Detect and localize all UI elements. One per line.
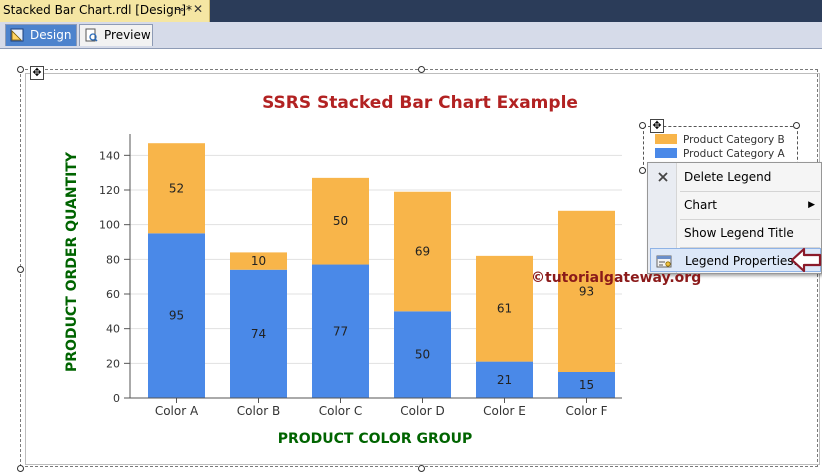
data-label: 52 [169, 181, 184, 195]
y-tick-label: 40 [106, 323, 120, 336]
bar-segment [476, 255, 533, 362]
tab-design[interactable]: Design [5, 24, 77, 46]
bar-segment [148, 143, 205, 234]
document-tab-title: Stacked Bar Chart.rdl [Design]* [3, 3, 193, 17]
resize-handle[interactable] [418, 66, 425, 73]
data-label: 61 [497, 302, 512, 316]
legend-context-menu: Delete Legend Chart ▶ Show Legend Title … [647, 162, 822, 274]
tab-preview-label: Preview [104, 28, 151, 42]
legend-swatch [655, 148, 677, 158]
x-tick-label: Color A [155, 404, 199, 418]
x-tick-label: Color D [400, 404, 444, 418]
bar-segment [394, 311, 451, 398]
menu-item-delete-legend[interactable]: Delete Legend [650, 165, 821, 189]
design-ruler-icon [10, 28, 24, 42]
menu-item-chart[interactable]: Chart ▶ [650, 193, 821, 217]
tab-preview[interactable]: Preview [79, 24, 153, 46]
data-label: 93 [579, 284, 594, 298]
data-label: 69 [415, 245, 430, 259]
x-tick-label: Color E [483, 404, 526, 418]
y-tick-label: 0 [113, 392, 120, 405]
delete-x-icon [658, 172, 668, 182]
y-tick-label: 60 [106, 288, 120, 301]
bar-segment [230, 252, 287, 270]
axes: 0 20 40 60 80 100 120 140 Color A Color B Color C C… [99, 134, 622, 418]
bar-segment [312, 264, 369, 398]
menu-item-show-legend-title[interactable]: Show Legend Title [650, 221, 821, 245]
menu-item-label: Delete Legend [684, 170, 772, 184]
legend-swatch [655, 134, 677, 144]
submenu-arrow-icon: ▶ [808, 200, 815, 210]
legend-resize-handle[interactable] [639, 122, 646, 129]
bar-segment [394, 191, 451, 312]
data-label: 74 [251, 327, 266, 341]
legend-entry-category-b: Product Category B [655, 134, 785, 146]
data-label: 15 [579, 378, 594, 392]
chart-title: SSRS Stacked Bar Chart Example [262, 93, 578, 113]
gridlines [130, 154, 622, 364]
view-tab-bar: Design Preview [0, 22, 822, 49]
y-tick-label: 20 [106, 357, 120, 370]
pointer-arrow-icon [790, 247, 822, 273]
menu-separator [680, 191, 820, 192]
bar-segment [148, 233, 205, 398]
tab-design-label: Design [30, 28, 72, 42]
data-label: 95 [169, 309, 184, 323]
bar-segment [558, 210, 615, 372]
bar-segment [312, 177, 369, 265]
chart-legend[interactable]: Product Category B Product Category A [643, 126, 798, 170]
menu-separator [680, 219, 820, 220]
y-tick-label: 120 [99, 184, 120, 197]
legend-resize-handle[interactable] [639, 167, 646, 174]
bar-segment [230, 269, 287, 398]
menu-item-label: Show Legend Title [684, 226, 794, 240]
legend-resize-handle[interactable] [793, 122, 800, 129]
legend-entry-category-a: Product Category A [655, 148, 785, 160]
resize-handle[interactable] [17, 66, 24, 73]
close-icon[interactable]: ✕ [193, 2, 204, 16]
data-label: 50 [333, 214, 348, 228]
menu-item-label: Chart [684, 198, 717, 212]
bar-group: 95 52 74 10 77 50 50 69 21 61 15 93 [148, 143, 615, 398]
document-tab-strip: Stacked Bar Chart.rdl [Design]* ⊸ ✕ [0, 0, 822, 22]
y-tick-label: 140 [99, 149, 120, 162]
bar-segment [558, 372, 615, 398]
document-tab[interactable]: Stacked Bar Chart.rdl [Design]* ⊸ ✕ [0, 0, 210, 22]
preview-page-icon [85, 28, 98, 42]
y-tick-label: 80 [106, 253, 120, 266]
pin-icon[interactable]: ⊸ [175, 3, 185, 16]
properties-icon [656, 255, 672, 268]
chart-move-icon[interactable]: ✥ [30, 66, 44, 80]
watermark: ©tutorialgateway.org [531, 270, 702, 286]
legend-entry-label: Product Category A [683, 148, 785, 160]
resize-handle[interactable] [17, 266, 24, 273]
x-tick-label: Color B [237, 404, 280, 418]
menu-item-label: Legend Properties... [685, 254, 805, 268]
legend-entry-label: Product Category B [683, 134, 785, 146]
y-axis-label: PRODUCT ORDER QUANTITY [64, 151, 80, 372]
data-label: 10 [251, 254, 266, 268]
bar-segment [476, 361, 533, 398]
x-axis-label: PRODUCT COLOR GROUP [278, 431, 473, 447]
x-tick-label: Color F [565, 404, 607, 418]
x-tick-label: Color C [319, 404, 363, 418]
y-tick-label: 100 [99, 219, 120, 232]
data-label: 77 [333, 324, 348, 338]
menu-separator [680, 247, 820, 248]
data-label: 50 [415, 348, 430, 362]
data-label: 21 [497, 373, 512, 387]
legend-move-icon[interactable]: ✥ [650, 119, 664, 133]
